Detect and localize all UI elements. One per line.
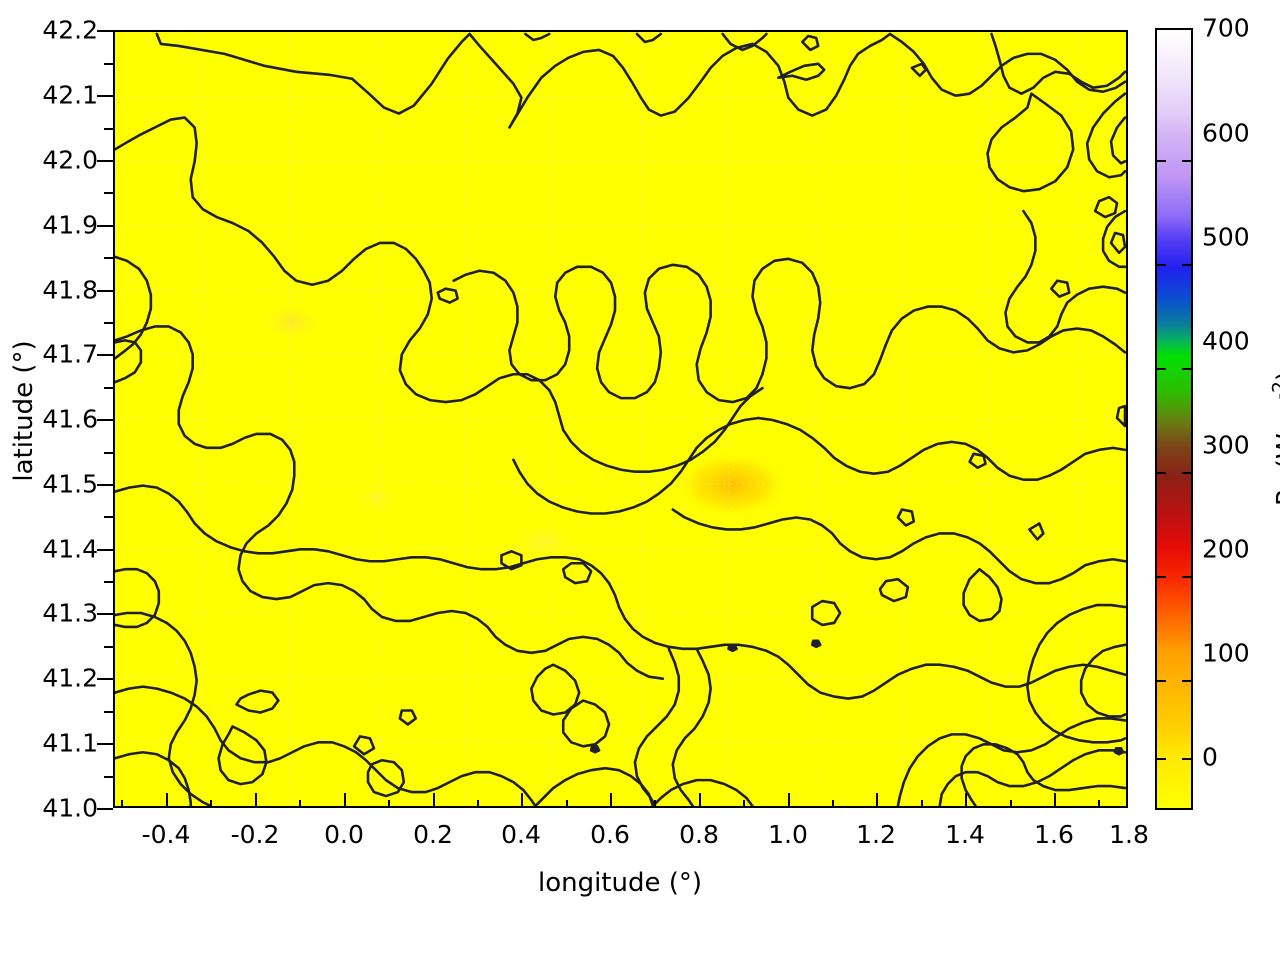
y-tick-label: 41.5	[42, 469, 98, 499]
x-tick-label: 1.6	[1034, 820, 1074, 849]
y-tick-label: 41.2	[42, 663, 98, 693]
y-tick-label: 41.9	[42, 210, 98, 240]
colorbar-title-superscript: -2	[1269, 381, 1280, 400]
contour-plot-svg	[115, 32, 1126, 806]
y-tick-label: 41.6	[42, 404, 98, 434]
x-axis-title: longitude (°)	[537, 868, 703, 898]
colorbar-tick	[1182, 576, 1191, 578]
x-tick-label: -0.2	[230, 820, 280, 849]
colorbar-tick-label: 200	[1202, 534, 1250, 564]
colorbar-title-unit: (W m	[1272, 400, 1280, 470]
colorbar-tick	[1157, 758, 1166, 760]
colorbar-tick	[1157, 368, 1166, 370]
colorbar-title-main: R	[1272, 488, 1280, 506]
contour-lines	[115, 32, 1126, 806]
x-tick-label: 0.6	[590, 820, 630, 849]
y-tick-label: 42.0	[42, 145, 98, 175]
colorbar-axis-title: RN(W m-2)	[1270, 318, 1280, 558]
x-tick-label: 0.2	[413, 820, 453, 849]
colorbar-tick-label: 700	[1202, 13, 1250, 43]
hot-spot-layer	[258, 302, 835, 562]
y-tick-label: 41.1	[42, 728, 98, 758]
colorbar-tick	[1157, 472, 1166, 474]
colorbar-tick-label: 600	[1202, 118, 1250, 148]
colorbar-tick	[1182, 264, 1191, 266]
colorbar-tick	[1182, 368, 1191, 370]
y-axis-title: latitude (°)	[9, 340, 39, 482]
colorbar-tick	[1182, 472, 1191, 474]
y-tick-label: 41.3	[42, 598, 98, 628]
y-tick-label: 41.4	[42, 534, 98, 564]
colorbar-tick	[1182, 160, 1191, 162]
colorbar-gradient	[1157, 30, 1191, 808]
x-tick-label: 0.4	[501, 820, 541, 849]
colorbar-tick	[1157, 160, 1166, 162]
x-tick-label: 0.0	[324, 820, 364, 849]
colorbar-tick	[1182, 680, 1191, 682]
y-tick-label: 41.7	[42, 339, 98, 369]
colorbar-tick-label: 500	[1202, 222, 1250, 252]
contour-plot-panel[interactable]	[113, 30, 1128, 808]
x-tick-label: 1.0	[768, 820, 808, 849]
colorbar-tick	[1182, 758, 1191, 760]
colorbar-tick	[1157, 264, 1166, 266]
colorbar[interactable]	[1155, 28, 1193, 810]
colorbar-tick-label: 100	[1202, 638, 1250, 668]
y-tick-label: 41.0	[42, 793, 98, 823]
x-tick-label: 1.4	[945, 820, 985, 849]
y-tick-label: 42.2	[42, 15, 98, 45]
x-tick-label: 0.8	[679, 820, 719, 849]
colorbar-tick-label: 300	[1202, 430, 1250, 460]
colorbar-tick	[1157, 576, 1166, 578]
x-tick-label: -0.4	[141, 820, 191, 849]
x-tick-label: 1.2	[856, 820, 896, 849]
y-tick-label: 42.1	[42, 80, 98, 110]
colorbar-title-close: )	[1272, 371, 1280, 381]
colorbar-tick	[1157, 680, 1166, 682]
colorbar-tick-label: 0	[1202, 742, 1218, 772]
colorbar-tick-label: 400	[1202, 326, 1250, 356]
x-tick-label: 1.8	[1109, 820, 1149, 849]
y-tick-label: 41.8	[42, 275, 98, 305]
